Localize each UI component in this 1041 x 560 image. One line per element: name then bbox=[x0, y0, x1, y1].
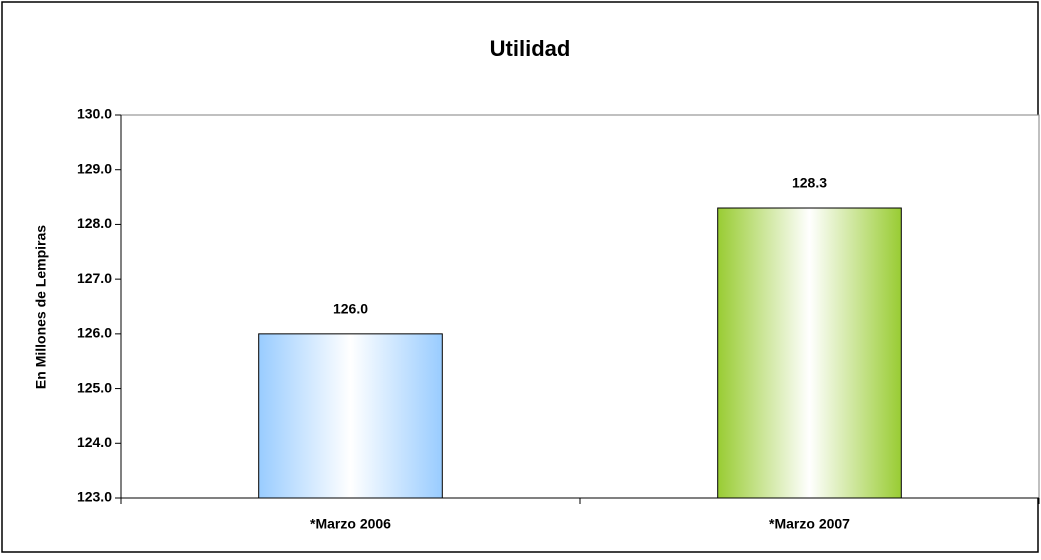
data-label: 128.3 bbox=[792, 175, 827, 191]
x-tick-label: *Marzo 2007 bbox=[769, 516, 850, 532]
y-tick-label: 127.0 bbox=[77, 270, 112, 286]
x-tick-label: *Marzo 2006 bbox=[310, 516, 391, 532]
y-tick-label: 129.0 bbox=[77, 160, 112, 176]
y-tick-label: 124.0 bbox=[77, 434, 112, 450]
bar bbox=[717, 207, 902, 499]
chart-title: Utilidad bbox=[490, 36, 571, 61]
y-tick-label: 130.0 bbox=[77, 106, 112, 122]
y-tick-label: 125.0 bbox=[77, 379, 112, 395]
data-label: 126.0 bbox=[333, 301, 368, 317]
y-axis-label: En Millones de Lempiras bbox=[33, 225, 49, 389]
y-tick-label: 126.0 bbox=[77, 325, 112, 341]
bar bbox=[258, 333, 443, 499]
y-tick-label: 128.0 bbox=[77, 215, 112, 231]
y-tick-label: 123.0 bbox=[77, 489, 112, 505]
